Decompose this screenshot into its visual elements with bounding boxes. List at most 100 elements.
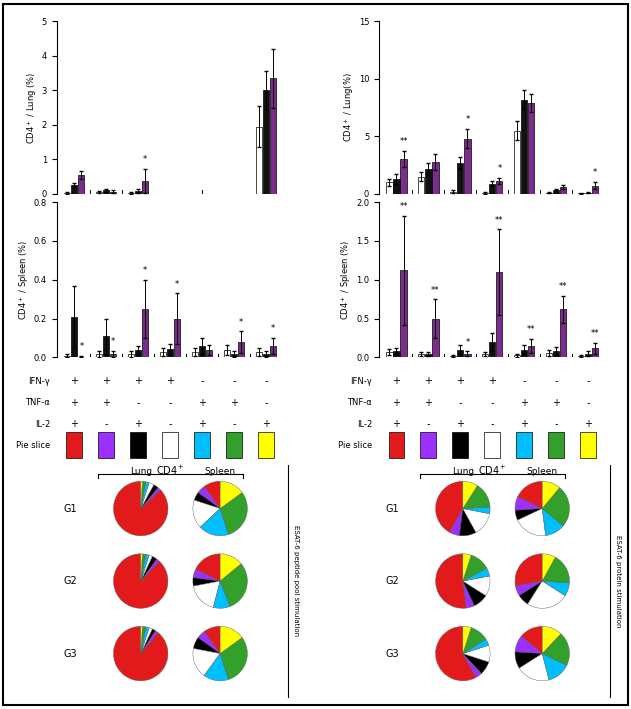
Text: -: - (427, 420, 430, 430)
Bar (592, 348, 598, 357)
Text: ESAT-6 peptide pool stimulation: ESAT-6 peptide pool stimulation (293, 525, 298, 637)
Text: **: ** (431, 286, 440, 294)
Bar (482, 354, 488, 357)
Text: +: + (488, 376, 497, 386)
Bar (464, 354, 471, 357)
Text: +: + (134, 420, 142, 430)
Text: *: * (143, 266, 148, 275)
Bar (457, 163, 464, 194)
Y-axis label: CD4$^+$ / Spleen (%): CD4$^+$ / Spleen (%) (17, 240, 31, 320)
Text: *: * (143, 155, 148, 164)
Text: +: + (71, 398, 78, 408)
Bar (389, 432, 404, 458)
Bar (489, 184, 495, 194)
Bar (451, 191, 456, 194)
Text: Spleen: Spleen (204, 467, 236, 476)
Text: +: + (134, 376, 142, 386)
Bar (393, 351, 399, 357)
Text: **: ** (527, 325, 536, 334)
Text: Pie slice: Pie slice (338, 440, 372, 450)
Bar (528, 346, 534, 357)
Text: +: + (166, 376, 174, 386)
Text: -: - (168, 398, 172, 408)
Bar (401, 270, 406, 357)
Bar (452, 432, 468, 458)
Bar (167, 349, 174, 357)
Text: +: + (71, 420, 78, 430)
Text: +: + (392, 376, 401, 386)
Text: Pie slice: Pie slice (16, 440, 50, 450)
Text: IFN-γ: IFN-γ (350, 376, 372, 386)
Text: IL-2: IL-2 (357, 420, 372, 429)
Text: *: * (239, 318, 244, 327)
Y-axis label: CD4$^+$ / Spleen (%): CD4$^+$ / Spleen (%) (339, 240, 353, 320)
Text: G1: G1 (64, 503, 77, 513)
Bar (258, 432, 274, 458)
Text: *: * (271, 325, 275, 333)
Bar (263, 354, 269, 357)
Bar (142, 181, 148, 194)
Text: +: + (102, 376, 110, 386)
Bar (496, 272, 502, 357)
Bar (578, 356, 584, 357)
Text: *: * (497, 164, 502, 173)
Bar (263, 90, 269, 194)
Bar (174, 318, 180, 357)
Text: +: + (198, 398, 206, 408)
Text: Spleen: Spleen (527, 467, 558, 476)
Bar (457, 350, 464, 357)
Y-axis label: CD4$^+$ / Lung(%): CD4$^+$ / Lung(%) (342, 73, 356, 143)
Text: **: ** (399, 203, 408, 211)
Bar (135, 191, 141, 194)
Bar (270, 346, 276, 357)
Text: **: ** (495, 216, 504, 225)
Text: G2: G2 (64, 576, 77, 586)
Text: G1: G1 (386, 503, 399, 513)
Text: +: + (425, 398, 432, 408)
Bar (256, 127, 262, 194)
Bar (420, 432, 437, 458)
Text: +: + (71, 376, 78, 386)
Text: -: - (232, 420, 236, 430)
Text: +: + (198, 420, 206, 430)
Bar (393, 179, 399, 194)
Text: +: + (392, 398, 401, 408)
Bar (581, 432, 596, 458)
Text: TNF-α: TNF-α (25, 398, 50, 407)
Text: -: - (586, 398, 590, 408)
Text: G3: G3 (64, 649, 77, 659)
Text: +: + (392, 420, 401, 430)
Text: IL-2: IL-2 (35, 420, 50, 429)
Bar (516, 432, 532, 458)
Bar (270, 78, 276, 194)
Bar (585, 193, 591, 194)
Bar (401, 160, 406, 194)
Bar (548, 432, 564, 458)
Text: **: ** (591, 329, 599, 338)
Text: +: + (521, 398, 528, 408)
Bar (135, 350, 141, 357)
Bar (560, 187, 567, 194)
Bar (521, 99, 528, 194)
Text: -: - (459, 398, 462, 408)
Text: *: * (111, 337, 115, 346)
Bar (496, 182, 502, 194)
Text: +: + (521, 420, 528, 430)
Text: +: + (552, 398, 560, 408)
Bar (224, 350, 230, 357)
Text: -: - (555, 420, 558, 430)
Bar (110, 354, 117, 357)
Bar (585, 354, 591, 357)
Text: -: - (522, 376, 526, 386)
Text: +: + (262, 420, 270, 430)
Text: **: ** (559, 282, 567, 291)
Bar (110, 192, 117, 194)
Bar (464, 139, 471, 194)
Text: ESAT-6 protein stimulation: ESAT-6 protein stimulation (615, 535, 621, 627)
Bar (553, 190, 559, 194)
Bar (71, 317, 78, 357)
Bar (64, 193, 71, 194)
Text: CD4$^+$: CD4$^+$ (478, 464, 507, 477)
Bar (192, 352, 198, 357)
Text: Lung: Lung (452, 467, 474, 476)
